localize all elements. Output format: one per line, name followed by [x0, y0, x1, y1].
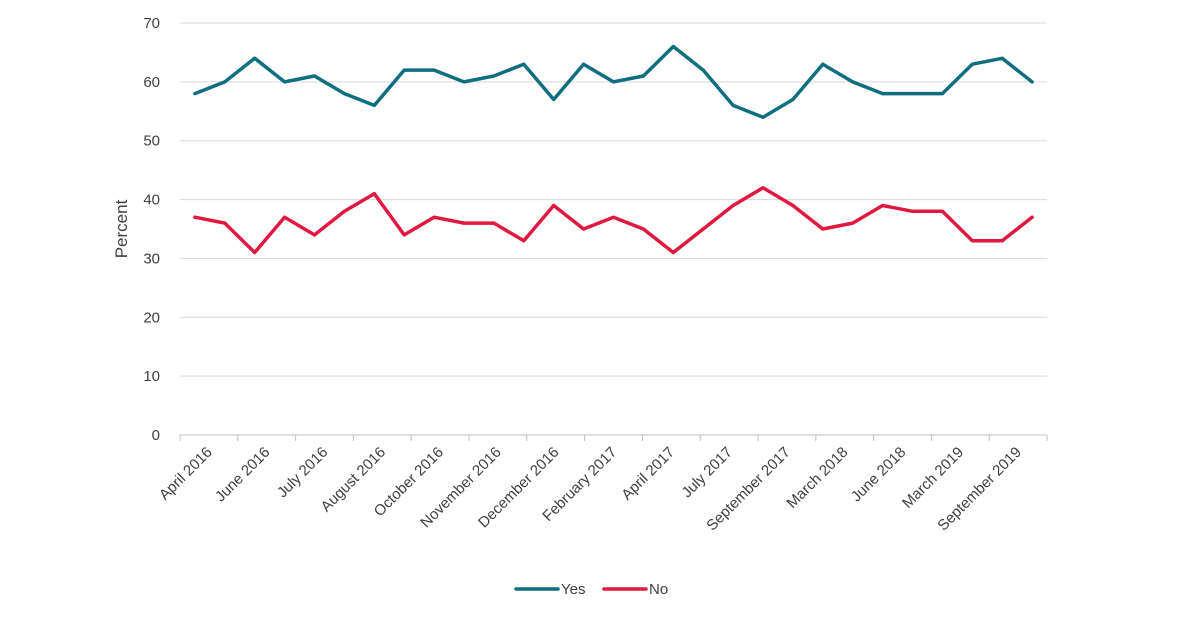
series-lines	[193, 44, 1034, 255]
data-point	[343, 210, 346, 213]
data-point	[432, 216, 436, 219]
data-point	[821, 62, 824, 66]
legend: Yes No	[514, 581, 668, 598]
data-point	[731, 104, 735, 107]
data-point	[283, 216, 286, 219]
data-point	[552, 98, 555, 101]
legend-item-no: No	[602, 581, 668, 598]
data-point	[492, 74, 496, 78]
data-point	[522, 62, 525, 66]
data-point	[911, 210, 914, 213]
data-point	[761, 116, 765, 119]
data-point	[373, 192, 376, 195]
data-point	[941, 92, 944, 95]
data-point	[612, 216, 615, 219]
data-point	[1030, 216, 1034, 219]
data-point	[253, 251, 256, 254]
data-point	[612, 80, 615, 84]
x-tick-label: July 2016	[274, 444, 331, 501]
x-tick-label: June 2018	[848, 444, 910, 506]
data-point	[223, 221, 226, 225]
data-point	[672, 45, 675, 48]
y-axis-title: Percent	[112, 199, 131, 258]
data-point	[971, 239, 974, 242]
data-point	[193, 92, 197, 95]
data-point	[283, 80, 286, 84]
y-tick-label: 20	[143, 309, 160, 326]
data-point	[702, 227, 705, 231]
data-point	[552, 204, 555, 207]
data-point	[403, 233, 406, 237]
data-point	[253, 57, 256, 60]
y-tick-label: 0	[152, 427, 160, 444]
legend-label: Yes	[561, 581, 585, 598]
data-point	[761, 186, 765, 189]
data-point	[851, 80, 854, 84]
data-point	[1030, 80, 1034, 84]
data-point	[911, 92, 914, 95]
data-point	[791, 204, 795, 207]
data-point	[193, 216, 197, 219]
y-axis-ticks: 0 10 20 30 40 50 60 70	[143, 15, 160, 444]
data-point	[343, 92, 346, 95]
y-tick-label: 10	[143, 368, 160, 385]
data-point	[791, 98, 795, 101]
data-point	[702, 68, 705, 72]
data-point	[492, 221, 496, 225]
x-tick-label: July 2017	[678, 444, 735, 501]
y-tick-label: 70	[143, 15, 160, 32]
x-tick-label: March 2018	[783, 444, 851, 512]
data-point	[432, 68, 436, 72]
data-point	[313, 74, 316, 78]
legend-item-yes: Yes	[514, 581, 585, 598]
data-point	[582, 227, 585, 231]
data-point	[462, 221, 466, 225]
data-point	[731, 204, 735, 207]
legend-label: No	[649, 581, 668, 598]
data-point	[522, 239, 525, 242]
x-tick-label: June 2016	[212, 444, 274, 506]
data-point	[1001, 57, 1004, 60]
data-point	[881, 92, 884, 95]
data-point	[971, 62, 974, 66]
x-axis	[179, 434, 1048, 441]
series-yes	[193, 44, 1034, 119]
x-tick-label: April 2017	[618, 444, 678, 504]
y-tick-label: 30	[143, 250, 160, 267]
data-point	[403, 68, 406, 72]
y-tick-label: 50	[143, 133, 160, 150]
data-point	[582, 62, 585, 66]
data-point	[851, 221, 854, 225]
data-point	[313, 233, 316, 237]
series-no	[193, 186, 1034, 255]
data-point	[672, 251, 675, 254]
data-point	[642, 227, 645, 231]
data-point	[642, 74, 645, 78]
y-tick-label: 40	[143, 192, 160, 209]
series-line-no	[193, 186, 1034, 255]
data-point	[881, 204, 884, 207]
data-point	[373, 104, 376, 107]
data-point	[1001, 239, 1004, 242]
x-tick-label: April 2016	[156, 444, 216, 504]
y-tick-label: 60	[143, 74, 160, 91]
data-point	[223, 80, 226, 84]
data-point	[941, 210, 944, 213]
data-point	[821, 227, 824, 231]
data-point	[462, 80, 466, 84]
